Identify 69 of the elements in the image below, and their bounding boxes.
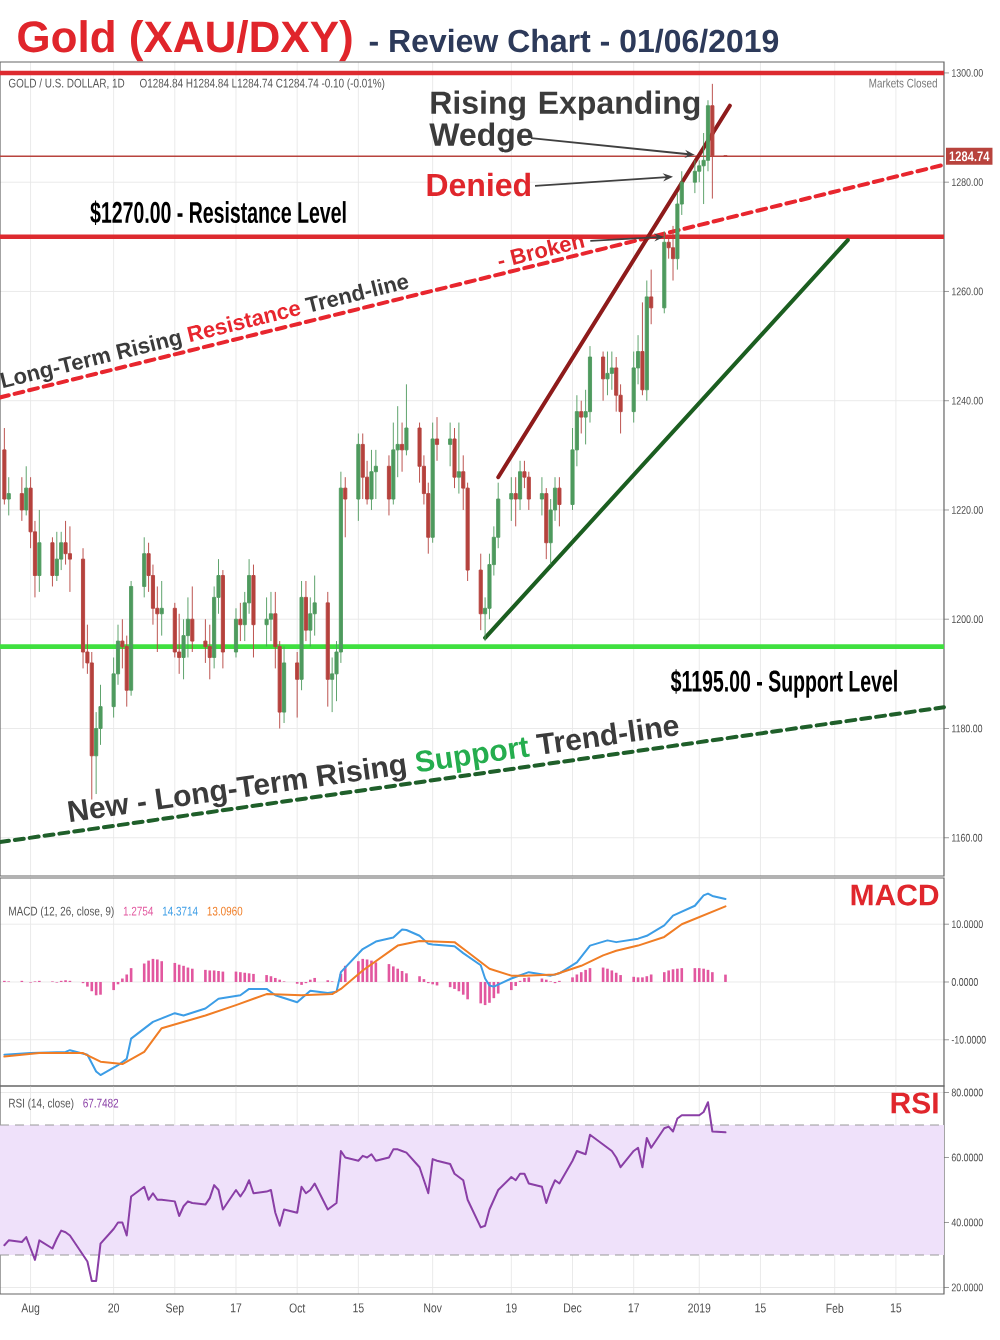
- candlestick: [452, 427, 457, 489]
- candlestick: [238, 602, 243, 642]
- candlestick: [360, 433, 365, 500]
- candlestick: [373, 449, 378, 500]
- candlestick: [6, 476, 11, 516]
- candlestick: [330, 657, 335, 713]
- candlestick: [264, 596, 269, 647]
- annotation: Support: [415, 737, 530, 773]
- candlestick: [50, 536, 55, 587]
- candlestick: [2, 427, 7, 505]
- candlestick: [185, 596, 190, 658]
- candlestick: [513, 476, 518, 527]
- candlestick: [67, 525, 72, 593]
- candlestick: [81, 547, 86, 669]
- candlestick: [251, 564, 256, 658]
- candlestick: [325, 591, 330, 708]
- candlestick: [233, 607, 239, 658]
- candlestick: [37, 509, 42, 593]
- candlestick: [404, 383, 409, 456]
- annotation: Denied: [427, 172, 530, 197]
- candlestick: [207, 624, 212, 680]
- chart-title: Gold (XAU/DXY): [18, 20, 352, 62]
- candlestick: [181, 618, 186, 680]
- candlestick: [662, 230, 667, 314]
- annotation: New - Long-Term Rising: [67, 757, 407, 822]
- candlestick: [649, 269, 654, 325]
- candlestick: [601, 351, 606, 402]
- candlestick: [268, 591, 273, 642]
- candlestick: [435, 416, 440, 462]
- candlestick: [544, 487, 549, 560]
- candlestick: [631, 351, 636, 424]
- candlestick: [177, 613, 182, 675]
- candlestick: [159, 580, 164, 637]
- candlestick: [386, 454, 391, 516]
- candlestick: [692, 159, 697, 194]
- candlestick: [430, 422, 435, 544]
- candlestick: [356, 433, 361, 522]
- candlestick: [640, 301, 645, 396]
- candlestick: [369, 449, 374, 511]
- candlestick: [172, 602, 177, 658]
- candlestick: [557, 476, 562, 527]
- annotation: MACD: [851, 884, 939, 906]
- candlestick: [24, 465, 29, 516]
- annotation: Trend-line: [535, 718, 679, 755]
- annotation: - Broken: [498, 236, 585, 265]
- candlestick: [609, 351, 614, 391]
- chart-subtitle: - Review Chart - 01/06/2019: [369, 28, 779, 53]
- candlestick: [579, 400, 584, 434]
- candlestick: [343, 476, 348, 538]
- candlestick: [526, 471, 531, 511]
- candlestick: [299, 580, 304, 691]
- candlestick: [614, 356, 619, 413]
- ref-line-label: $1270.00 - Resistance Level: [90, 200, 346, 226]
- annotation: RSI: [891, 1092, 938, 1114]
- candlestick: [89, 651, 94, 800]
- candlestick: [509, 476, 514, 522]
- candlestick: [478, 553, 483, 631]
- ref-line-label: $1195.00 - Support Level: [670, 669, 897, 698]
- candlestick: [539, 476, 544, 516]
- candlestick: [129, 580, 134, 697]
- candlestick: [282, 646, 287, 724]
- candlestick: [19, 476, 24, 522]
- annotation: Rising Expanding Wedge: [429, 90, 700, 153]
- candlestick: [142, 536, 147, 598]
- candlestick: [190, 586, 195, 653]
- candlestick: [54, 531, 59, 582]
- candlestick: [94, 711, 99, 795]
- annotation: Trend-line: [304, 277, 409, 312]
- candlestick: [605, 351, 610, 396]
